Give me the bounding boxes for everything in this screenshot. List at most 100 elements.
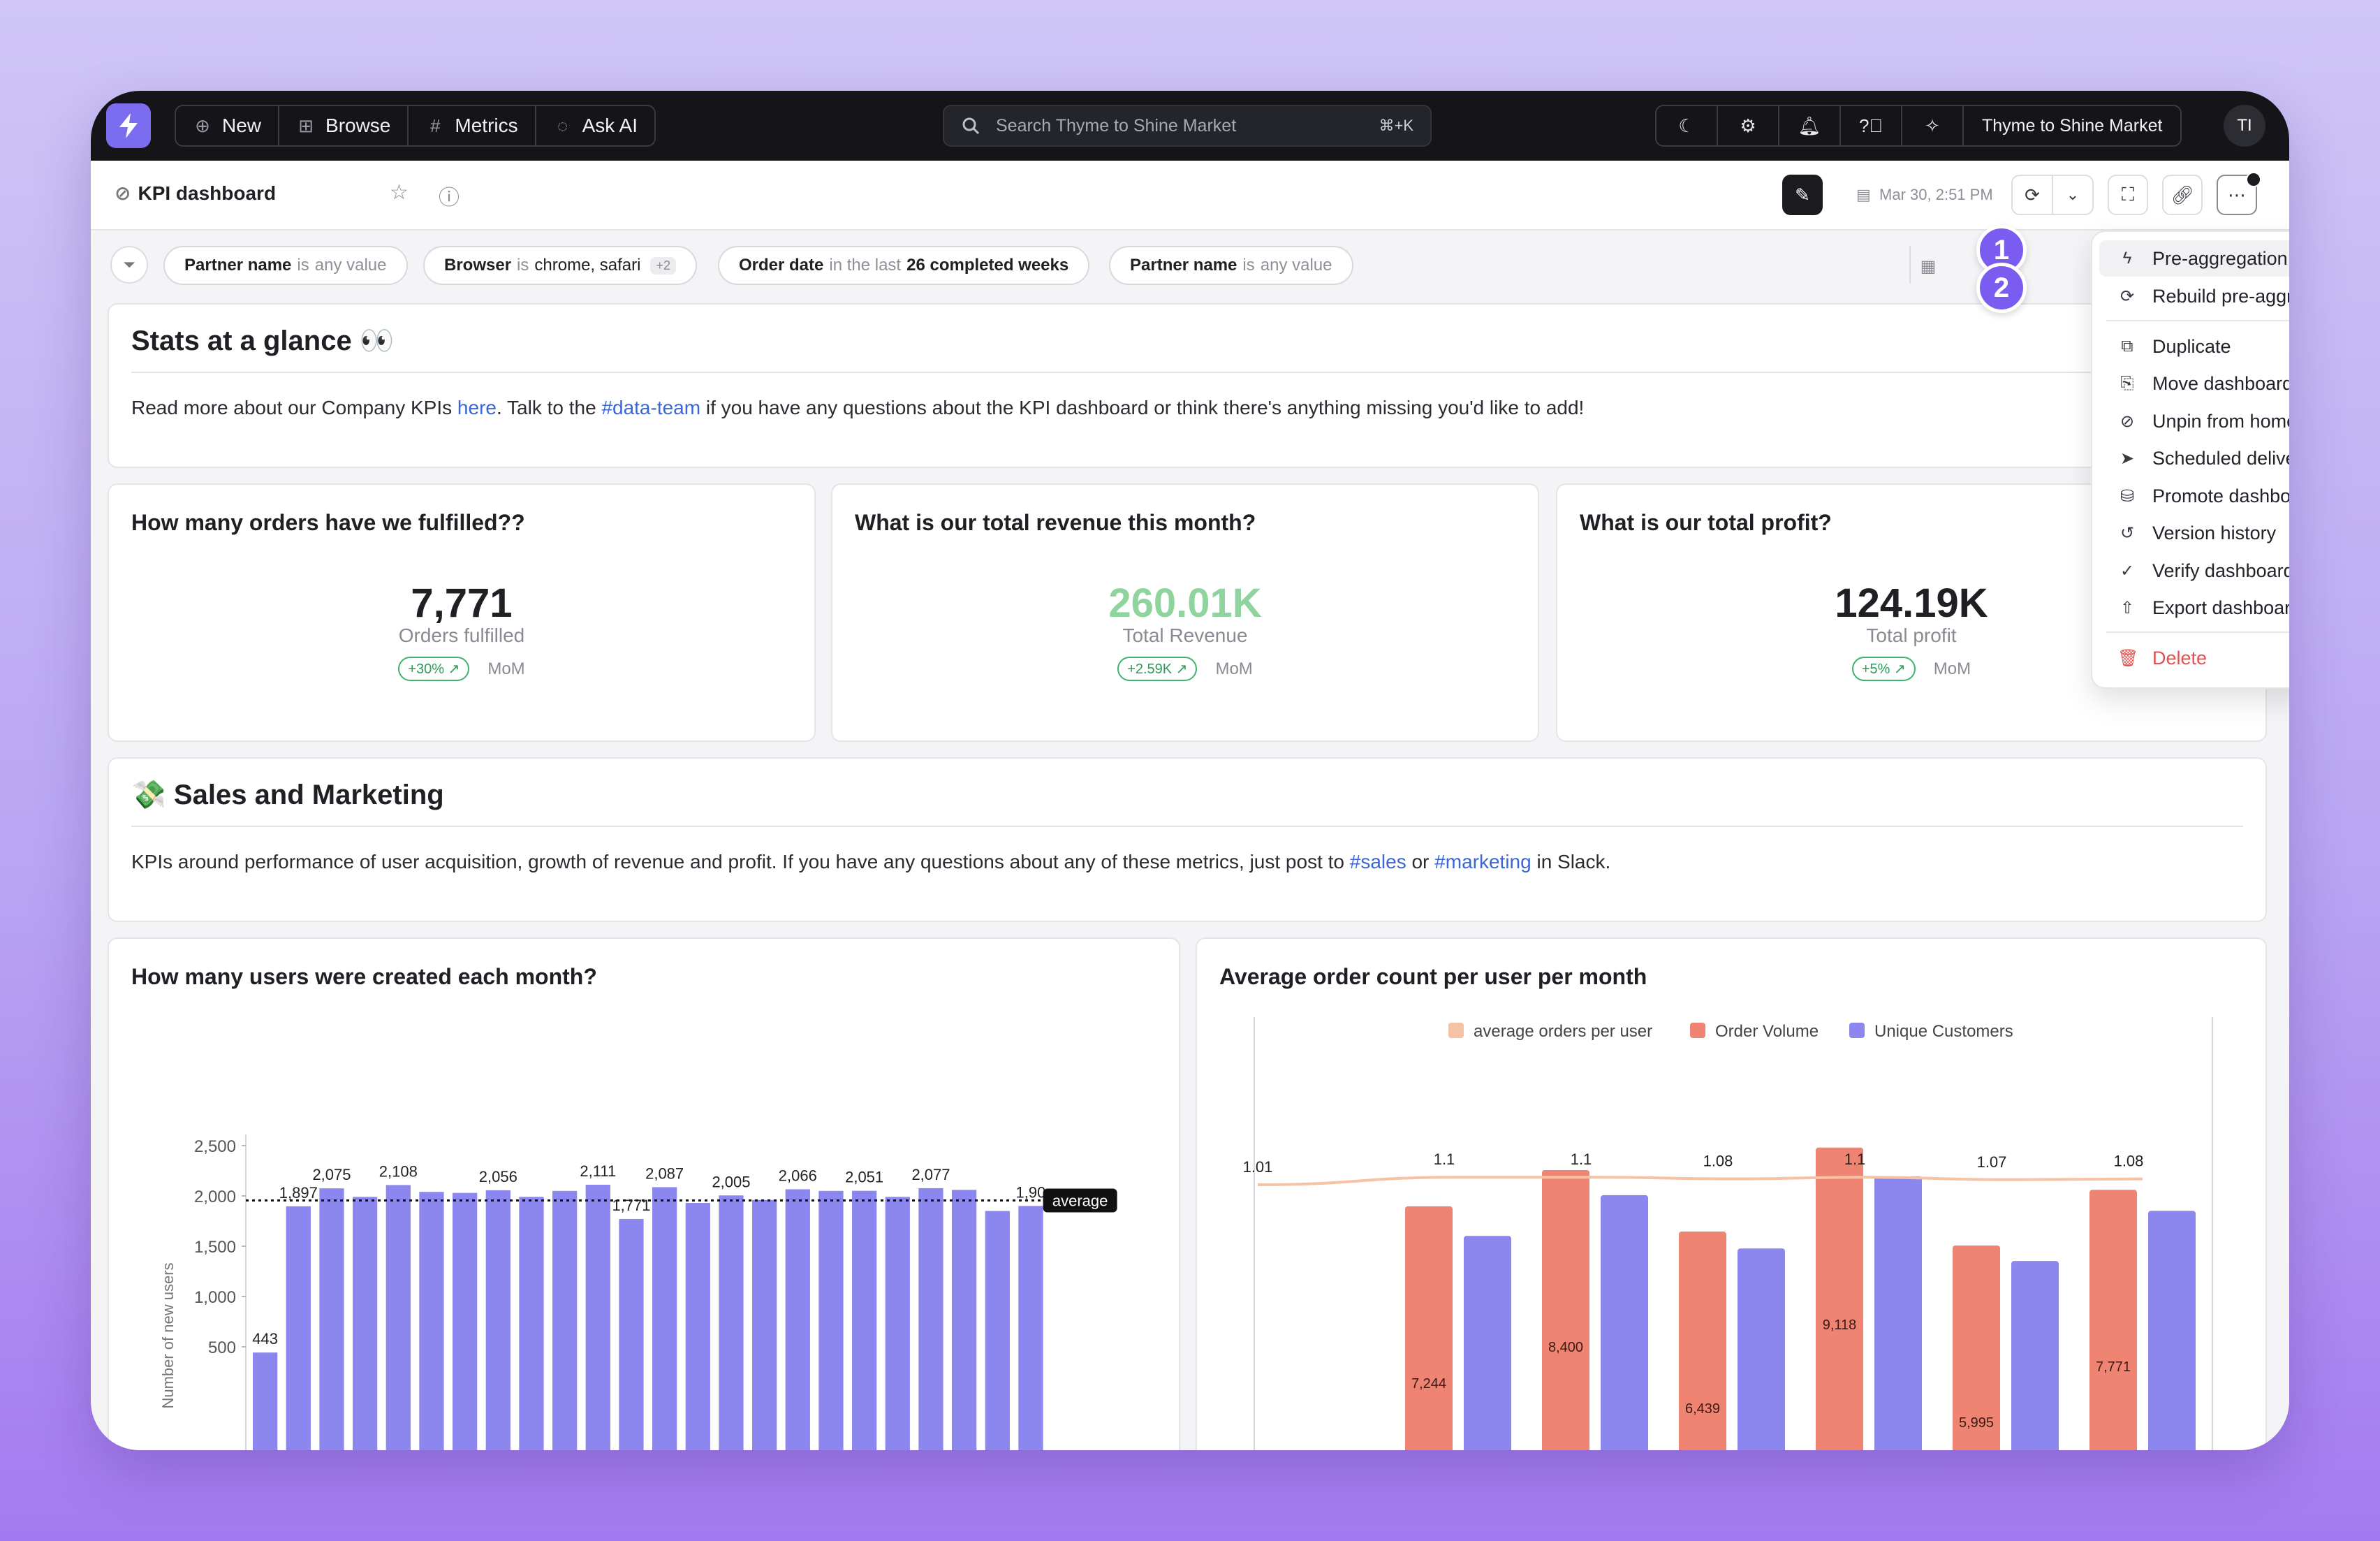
metrics-button[interactable]: # Metrics [409, 106, 536, 145]
chart-card-users[interactable]: How many users were created each month? … [108, 937, 1180, 1450]
chevron-down-icon[interactable]: ⌄ [2066, 186, 2080, 203]
delta-badge: +30% ↗ [398, 657, 470, 681]
average-orders-label: 1.08 [1703, 1153, 1733, 1170]
section-description: KPIs around performance of user acquisit… [131, 851, 1610, 873]
marketing-channel-link[interactable]: #marketing [1434, 851, 1531, 872]
menu-item-label: Scheduled deliveries [2152, 447, 2289, 469]
filter-extra-count: +2 [650, 256, 676, 275]
kpi-question: What is our total revenue this month? [855, 510, 1256, 535]
bar [552, 1190, 578, 1450]
y-tick-label: 2,000 [194, 1188, 236, 1206]
fullscreen-button[interactable]: ⛶ [2108, 175, 2148, 215]
order-volume-label: 6,439 [1685, 1401, 1720, 1417]
kpi-docs-link[interactable]: here [457, 397, 497, 418]
average-orders-label: 1.08 [2114, 1153, 2144, 1170]
menu-item-label: Duplicate [2152, 335, 2231, 357]
average-orders-label: 1.1 [1844, 1151, 1866, 1168]
menu-item-pre-aggregation-audit[interactable]: ϟ Pre-aggregation audit [2099, 240, 2289, 277]
star-icon[interactable]: ☆ [390, 181, 409, 204]
menu-item-label: Delete [2152, 647, 2208, 669]
dashboard-header: ⊘ KPI dashboard ☆ ⓘ ✎ ▤ Mar 30, 2:51 PM … [91, 161, 2289, 231]
delta-period: MoM [487, 659, 525, 678]
bar-value-label: 2,066 [779, 1167, 817, 1184]
bolt-logo-icon [119, 113, 138, 138]
filter-op: is [517, 256, 529, 275]
bar [985, 1211, 1010, 1450]
org-switcher[interactable]: Thyme to Shine Market [1982, 115, 2163, 136]
ask-ai-button[interactable]: ◌ Ask AI [536, 106, 654, 145]
filter-chip-order-date[interactable]: Order date in the last 26 completed weeks [718, 246, 1090, 285]
bar-value-label: 1,897 [279, 1184, 318, 1202]
help-button[interactable]: ?⃝ [1841, 106, 1902, 145]
app-window: ⊕ New ⊞ Browse # Metrics ◌ Ask AI Search Thy… [91, 91, 2289, 1450]
text-span: in Slack. [1531, 851, 1611, 872]
ai-sparkle-button[interactable]: ✧ [1902, 106, 1964, 145]
gear-icon: ⚙ [1740, 115, 1756, 136]
filter-field: Partner name [184, 256, 292, 275]
menu-item-version-history[interactable]: ↺ Version history [2092, 515, 2289, 551]
average-tag-bg [1043, 1188, 1117, 1213]
filter-chip-partner-name[interactable]: Partner name is any value [163, 246, 408, 285]
bar [319, 1188, 344, 1450]
folder-move-icon: ⎘ [2120, 374, 2134, 393]
settings-button[interactable]: ⚙ [1718, 106, 1779, 145]
y-tick-label: 1,000 [194, 1288, 236, 1307]
edit-button[interactable]: ✎ [1782, 175, 1823, 215]
legend-label: average orders per user [1474, 1022, 1652, 1041]
bar-value-label: 443 [252, 1330, 278, 1348]
bar [286, 1206, 311, 1450]
unique-customers-bar [1738, 1248, 1785, 1450]
kpi-card-orders[interactable]: How many orders have we fulfilled?? 7,77… [108, 483, 816, 742]
filter-button[interactable]: ⏷ [110, 246, 148, 284]
bar [918, 1188, 943, 1450]
chat-icon: ◌ [557, 115, 568, 136]
browse-button[interactable]: ⊞ Browse [279, 106, 409, 145]
menu-item-duplicate[interactable]: ⧉ Duplicate [2092, 328, 2289, 365]
kpi-card-revenue[interactable]: What is our total revenue this month? 26… [831, 483, 1539, 742]
menu-item-export-dashboard[interactable]: ⇧ Export dashboard [2092, 590, 2289, 626]
bar [818, 1190, 844, 1450]
new-button[interactable]: ⊕ New [176, 106, 280, 145]
menu-item-move-dashboard[interactable]: ⎘ Move dashboard [2092, 365, 2289, 402]
search-icon [962, 117, 980, 135]
data-team-link[interactable]: #data-team [601, 397, 701, 418]
avatar[interactable]: TI [2224, 105, 2265, 147]
delta-badge: +2.59K ↗ [1117, 657, 1198, 681]
info-icon[interactable]: ⓘ [439, 187, 460, 210]
search-input[interactable]: Search Thyme to Shine Market ⌘+K [943, 105, 1432, 147]
order-volume-bar [1542, 1170, 1589, 1450]
menu-item-verify-dashboard[interactable]: ✓ Verify dashboard [2092, 553, 2289, 589]
hash-icon: # [430, 115, 441, 136]
pencil-icon: ✎ [1795, 184, 1810, 205]
menu-item-scheduled-deliveries[interactable]: ➤ Scheduled deliveries [2092, 440, 2289, 476]
last-updated-text: Mar 30, 2:51 PM [1879, 186, 1993, 203]
menu-item-promote-dashboard[interactable]: ⛁ Promote dashboard [2092, 478, 2289, 514]
notifications-button[interactable]: 🔔︎ [1779, 106, 1841, 145]
copy-link-button[interactable]: 🔗︎ [2162, 175, 2203, 215]
filter-chip-partner-name-2[interactable]: Partner name is any value [1109, 246, 1353, 285]
sales-text-card: 💸 Sales and Marketing KPIs around perfor… [108, 757, 2267, 922]
chart-card-orders[interactable]: Average order count per user per month a… [1196, 937, 2267, 1450]
legend-label: Unique Customers [1874, 1022, 2013, 1041]
filter-chip-browser[interactable]: Browser is chrome, safari +2 [423, 246, 697, 285]
refresh-icon[interactable]: ⟳ [2025, 184, 2040, 205]
bar-value-label: 2,056 [479, 1168, 517, 1185]
sales-channel-link[interactable]: #sales [1349, 851, 1406, 872]
funnel-icon: ⏷ [123, 256, 135, 273]
search-shortcut: ⌘+K [1379, 117, 1413, 134]
unpin-icon: ⊘ [2120, 411, 2135, 431]
refresh-split-button[interactable]: ⟳ ⌄ [2011, 175, 2094, 215]
app-logo[interactable] [106, 103, 151, 148]
top-nav-bar: ⊕ New ⊞ Browse # Metrics ◌ Ask AI Search Thy… [91, 91, 2289, 161]
dark-mode-button[interactable]: ☾ [1657, 106, 1718, 145]
menu-item-rebuild-pre-aggregates[interactable]: ⟳ Rebuild pre-aggregates [2092, 278, 2289, 314]
stats-text-card: Stats at a glance 👀 Read more about our … [108, 303, 2267, 468]
menu-item-unpin[interactable]: ⊘ Unpin from homepage [2092, 403, 2289, 439]
split-divider [2052, 175, 2053, 214]
chart-title: How many users were created each month? [131, 964, 597, 989]
date-picker-button[interactable]: ▦ [1911, 249, 1946, 284]
average-orders-label: 1.01 [1243, 1158, 1273, 1176]
menu-item-delete[interactable]: 🗑︎ Delete [2092, 640, 2289, 676]
bar [453, 1192, 478, 1450]
bar [419, 1192, 444, 1450]
